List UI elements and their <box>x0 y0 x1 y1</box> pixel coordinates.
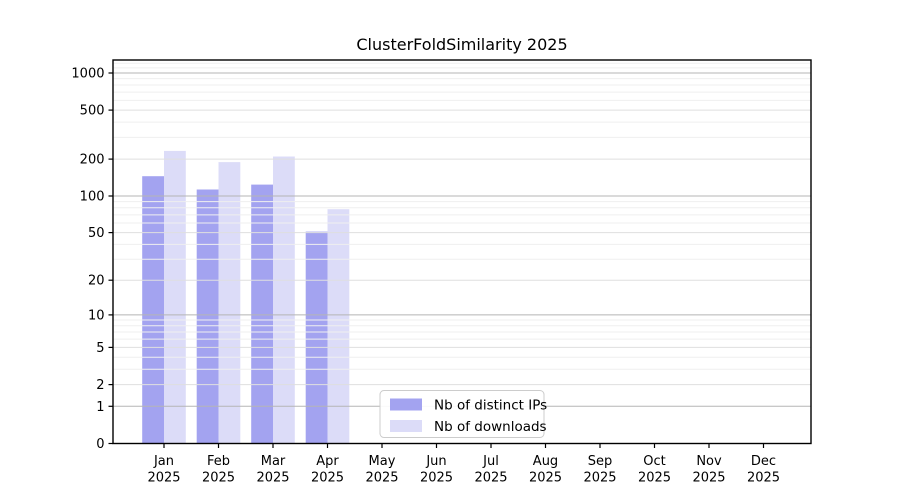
x-tick-label-year-feb: 2025 <box>202 471 235 486</box>
y-tick-label-100: 100 <box>80 190 105 205</box>
legend-label-nb-of-distinct-ips: Nb of distinct IPs <box>434 398 547 414</box>
y-tick-label-0: 0 <box>96 437 104 452</box>
x-tick-label-year-jun: 2025 <box>420 471 453 486</box>
x-tick-label-year-jul: 2025 <box>474 471 507 486</box>
x-tick-label-year-dec: 2025 <box>747 471 780 486</box>
legend-label-nb-of-downloads: Nb of downloads <box>434 419 547 435</box>
y-tick-label-50: 50 <box>88 226 105 241</box>
x-tick-label-oct: Oct <box>643 454 665 469</box>
bar-nb-of-distinct-ips-jan <box>142 176 164 444</box>
legend-swatch-nb-of-downloads <box>390 420 422 432</box>
y-tick-label-500: 500 <box>80 104 105 119</box>
x-tick-label-year-jan: 2025 <box>147 471 180 486</box>
legend-swatch-nb-of-distinct-ips <box>390 398 422 411</box>
plot-area-border <box>112 59 812 445</box>
x-tick-label-year-sep: 2025 <box>583 471 616 486</box>
x-tick-label-year-may: 2025 <box>365 471 398 486</box>
bar-nb-of-distinct-ips-apr <box>305 231 328 444</box>
y-tick-label-2: 2 <box>96 378 104 393</box>
x-tick-label-apr: Apr <box>316 454 339 469</box>
x-tick-label-sep: Sep <box>588 454 613 469</box>
bar-nb-of-distinct-ips-feb <box>196 189 219 444</box>
y-tick-label-200: 200 <box>80 153 105 168</box>
bar-nb-of-downloads-feb <box>218 162 241 444</box>
y-tick-label-1: 1 <box>96 400 104 415</box>
x-tick-label-mar: Mar <box>261 454 286 469</box>
bar-nb-of-downloads-mar <box>273 156 295 444</box>
x-tick-label-jan: Jan <box>153 454 174 469</box>
x-tick-label-dec: Dec <box>751 454 776 469</box>
x-tick-label-year-aug: 2025 <box>529 471 562 486</box>
x-tick-label-year-apr: 2025 <box>311 471 344 486</box>
x-tick-label-year-mar: 2025 <box>256 471 289 486</box>
x-tick-label-jul: Jul <box>482 454 499 469</box>
x-tick-label-feb: Feb <box>207 454 230 469</box>
x-tick-label-may: May <box>369 454 396 469</box>
chart-title: ClusterFoldSimilarity 2025 <box>356 35 567 54</box>
x-tick-label-nov: Nov <box>696 454 722 469</box>
x-tick-label-jun: Jun <box>425 454 446 469</box>
x-tick-label-year-oct: 2025 <box>638 471 671 486</box>
bar-nb-of-downloads-jan <box>164 150 186 444</box>
x-tick-label-aug: Aug <box>533 454 558 469</box>
y-tick-label-10: 10 <box>88 308 105 323</box>
y-tick-label-20: 20 <box>88 274 105 289</box>
y-tick-label-1000: 1000 <box>71 67 104 82</box>
y-tick-label-5: 5 <box>96 341 104 356</box>
bar-nb-of-distinct-ips-mar <box>251 184 273 444</box>
x-tick-label-year-nov: 2025 <box>692 471 725 486</box>
